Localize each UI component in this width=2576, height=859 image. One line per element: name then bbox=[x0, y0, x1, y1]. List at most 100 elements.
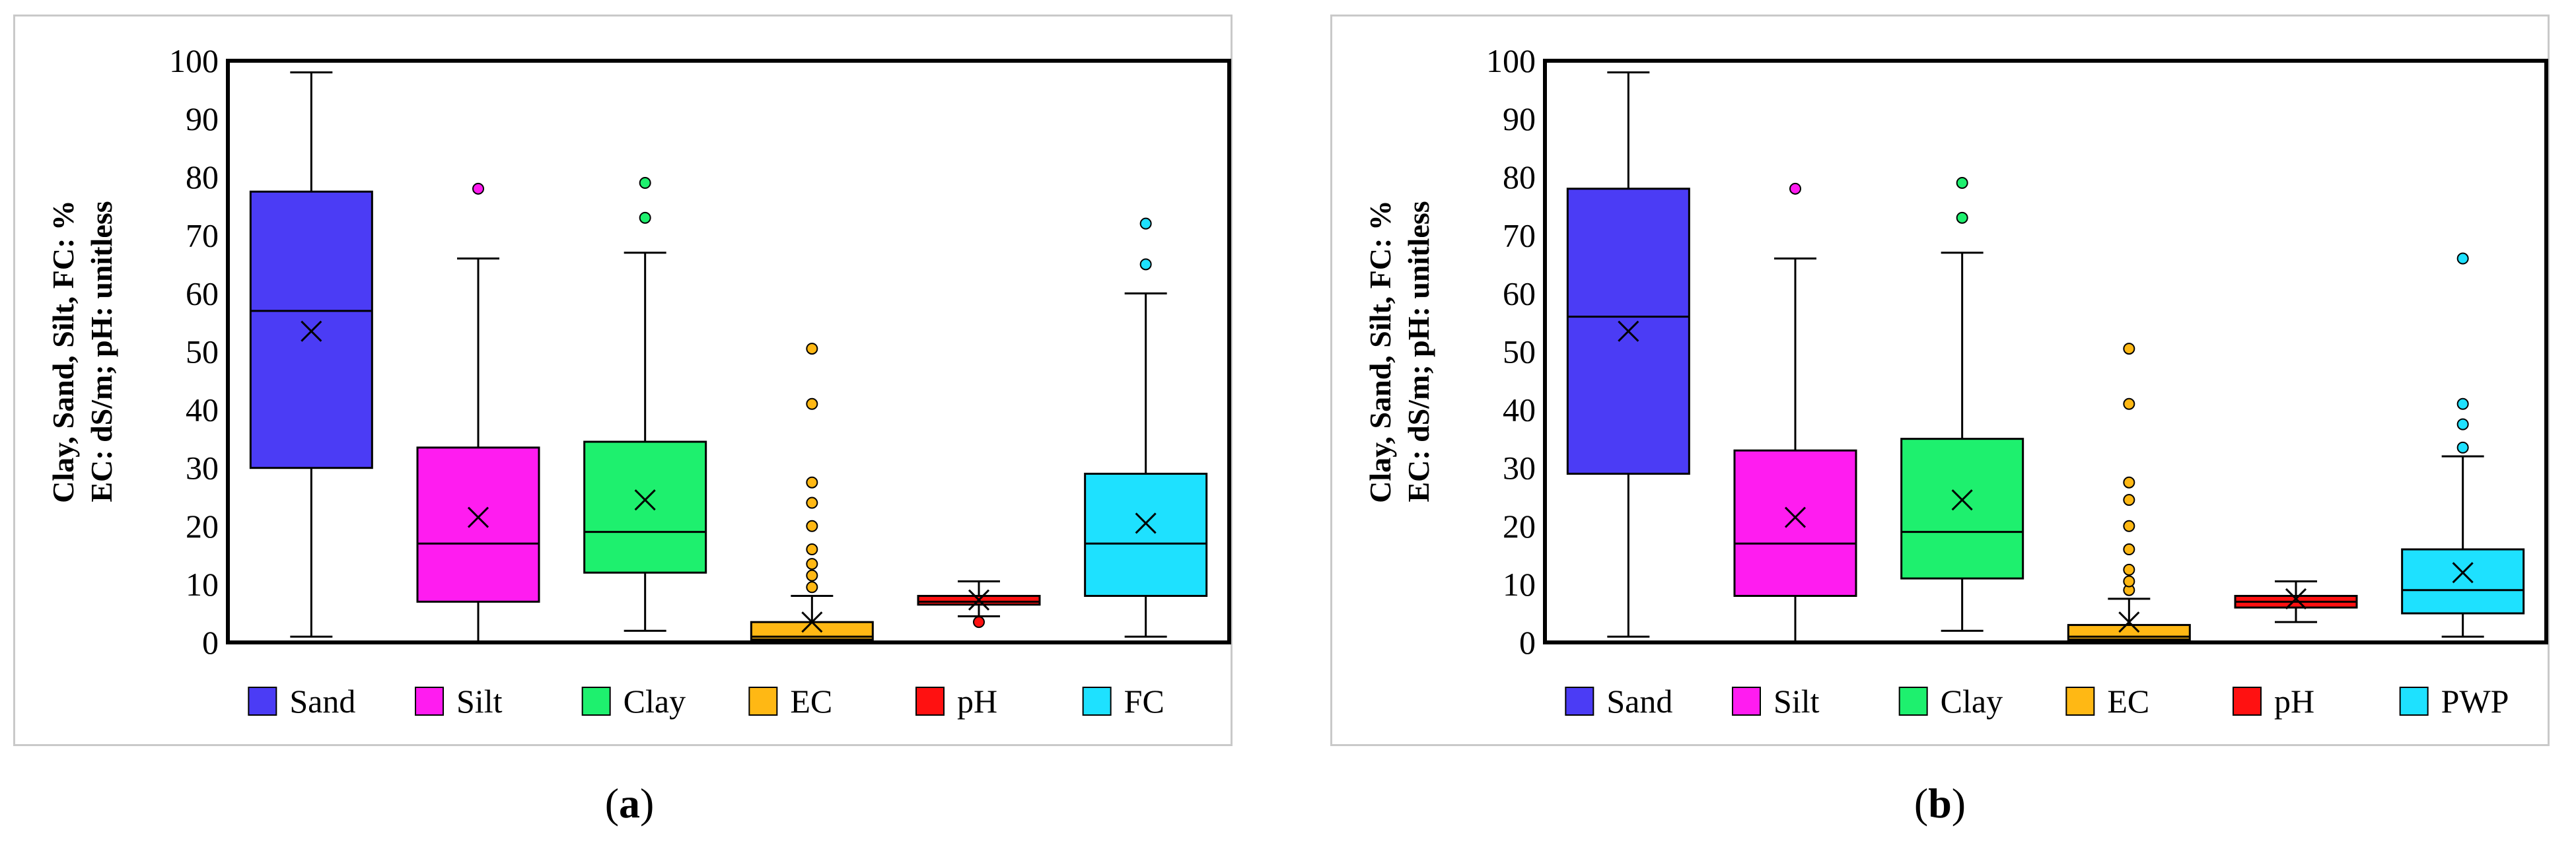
sand-box bbox=[249, 190, 373, 469]
y-tick-label: 70 bbox=[1503, 217, 1536, 254]
pwp-mean-stroke-b bbox=[2452, 562, 2474, 584]
y-axis-title-line1: Clay, Sand, Silt, FC: % bbox=[46, 200, 80, 503]
ec-outlier-point bbox=[806, 343, 818, 355]
pwp-outlier-point bbox=[2456, 252, 2469, 265]
y-tick-label: 80 bbox=[186, 158, 219, 195]
plot-area bbox=[1545, 61, 2546, 642]
pwp-box bbox=[2401, 548, 2525, 615]
chart-b-svg: 0 10 20 30 40 50 60 70 80 90 100 Clay, Sand, Silt, … bbox=[1363, 42, 2548, 720]
pwp-outlier-point bbox=[2456, 397, 2469, 410]
y-tick-label: 40 bbox=[186, 392, 219, 429]
y-tick-label: 10 bbox=[186, 566, 219, 603]
legend-swatch-silt bbox=[1732, 687, 1761, 716]
fc-outlier-point bbox=[1139, 217, 1152, 230]
clay-mean-stroke-b bbox=[1951, 489, 1973, 511]
fc-mean-stroke-b bbox=[1135, 512, 1157, 534]
legend-label-silt: Silt bbox=[456, 683, 503, 720]
ph-mean-marker bbox=[968, 589, 990, 611]
ec-outlier-point bbox=[806, 569, 818, 582]
ec-outlier-point bbox=[2123, 543, 2135, 556]
plot-border bbox=[226, 59, 1231, 644]
panel-label-a: a bbox=[619, 780, 640, 827]
ec-mean-stroke-b bbox=[2118, 611, 2140, 633]
legend-label-ph: pH bbox=[2274, 683, 2314, 720]
ec-outlier-point bbox=[2123, 563, 2135, 576]
legend-swatch-fc bbox=[1082, 687, 1112, 716]
legend-swatch-ph bbox=[2233, 687, 2262, 716]
plot-area bbox=[228, 61, 1229, 642]
ec-outlier-point bbox=[2123, 575, 2135, 588]
silt-box bbox=[1733, 449, 1857, 598]
ph-outlier-point bbox=[973, 616, 985, 629]
legend-label-pwp: PWP bbox=[2441, 683, 2509, 720]
legend-label-ec: EC bbox=[790, 683, 832, 720]
legend-label-silt: Silt bbox=[1773, 683, 1820, 720]
silt-mean-stroke-b bbox=[1784, 506, 1807, 528]
legend-label-fc: FC bbox=[1124, 683, 1164, 720]
silt-outlier-point bbox=[472, 182, 484, 195]
ec-outlier-point bbox=[2123, 343, 2135, 355]
y-tick-label: 0 bbox=[202, 624, 219, 661]
y-tick-label: 70 bbox=[186, 217, 219, 254]
ec-mean-marker bbox=[801, 611, 823, 633]
y-tick-label: 30 bbox=[186, 450, 219, 487]
y-tick-label: 50 bbox=[186, 333, 219, 370]
sand-mean-marker bbox=[1618, 320, 1639, 342]
y-tick-label: 20 bbox=[186, 508, 219, 545]
legend-swatch-pwp bbox=[2399, 687, 2429, 716]
legend-label-ec: EC bbox=[2107, 683, 2149, 720]
y-tick-label: 60 bbox=[186, 275, 219, 312]
chart-a-svg: 0 10 20 30 40 50 60 70 80 90 100 Clay, Sand, Silt, … bbox=[46, 42, 1231, 720]
ec-outlier-point bbox=[806, 476, 818, 489]
pwp-mean-marker bbox=[2452, 562, 2474, 584]
legend-label-ph: pH bbox=[957, 683, 997, 720]
legend-label-clay: Clay bbox=[1941, 683, 2003, 720]
ec-outlier-point bbox=[806, 558, 818, 570]
legend-swatch-silt bbox=[415, 687, 444, 716]
ec-outlier-point bbox=[806, 520, 818, 532]
clay-mean-stroke-b bbox=[634, 489, 656, 511]
ec-outlier-point bbox=[2123, 476, 2135, 489]
sand-mean-marker bbox=[301, 320, 322, 342]
legend-label-clay: Clay bbox=[624, 683, 686, 720]
clay-mean-marker bbox=[634, 489, 656, 511]
y-axis-title-line1: Clay, Sand, Silt, FC: % bbox=[1363, 200, 1397, 503]
y-tick-label: 100 bbox=[1486, 42, 1536, 79]
sand-mean-stroke-b bbox=[301, 320, 322, 342]
silt-mean-stroke-b bbox=[467, 506, 489, 528]
ec-mean-marker bbox=[2118, 611, 2140, 633]
panel-caption-a: (a) bbox=[604, 780, 655, 827]
ec-outlier-point bbox=[806, 397, 818, 410]
y-tick-label: 20 bbox=[1503, 508, 1536, 545]
ec-outlier-point bbox=[806, 581, 818, 594]
silt-outlier-point bbox=[1789, 182, 1801, 195]
pwp-outlier-point bbox=[2456, 418, 2469, 430]
legend-label-sand: Sand bbox=[289, 683, 355, 720]
y-tick-label: 40 bbox=[1503, 392, 1536, 429]
legend-swatch-sand bbox=[1565, 687, 1594, 716]
ph-mean-marker bbox=[2285, 588, 2307, 609]
clay-mean-marker bbox=[1951, 489, 1973, 511]
legend-swatch-ec bbox=[748, 687, 778, 716]
silt-mean-marker bbox=[467, 506, 489, 528]
fc-mean-marker bbox=[1135, 512, 1157, 534]
y-tick-label: 90 bbox=[186, 100, 219, 137]
silt-mean-marker bbox=[1784, 506, 1807, 528]
y-axis-title-line2: EC: dS/m; pH: unitless bbox=[85, 201, 118, 502]
clay-outlier-point bbox=[639, 211, 651, 224]
y-tick-label: 90 bbox=[1503, 100, 1536, 137]
legend-swatch-ec bbox=[2065, 687, 2095, 716]
y-tick-label: 50 bbox=[1503, 333, 1536, 370]
panel-caption-b: (b) bbox=[1914, 780, 1966, 827]
silt-box bbox=[416, 446, 540, 603]
y-tick-label: 80 bbox=[1503, 158, 1536, 195]
ph-mean-stroke-b bbox=[968, 589, 990, 611]
ec-outlier-point bbox=[2123, 494, 2135, 506]
ec-outlier-point bbox=[806, 543, 818, 556]
ec-mean-stroke-b bbox=[801, 611, 823, 633]
clay-outlier-point bbox=[639, 177, 651, 189]
legend-swatch-sand bbox=[248, 687, 277, 716]
fc-outlier-point bbox=[1139, 258, 1152, 271]
clay-outlier-point bbox=[1956, 177, 1968, 189]
clay-outlier-point bbox=[1956, 211, 1968, 224]
